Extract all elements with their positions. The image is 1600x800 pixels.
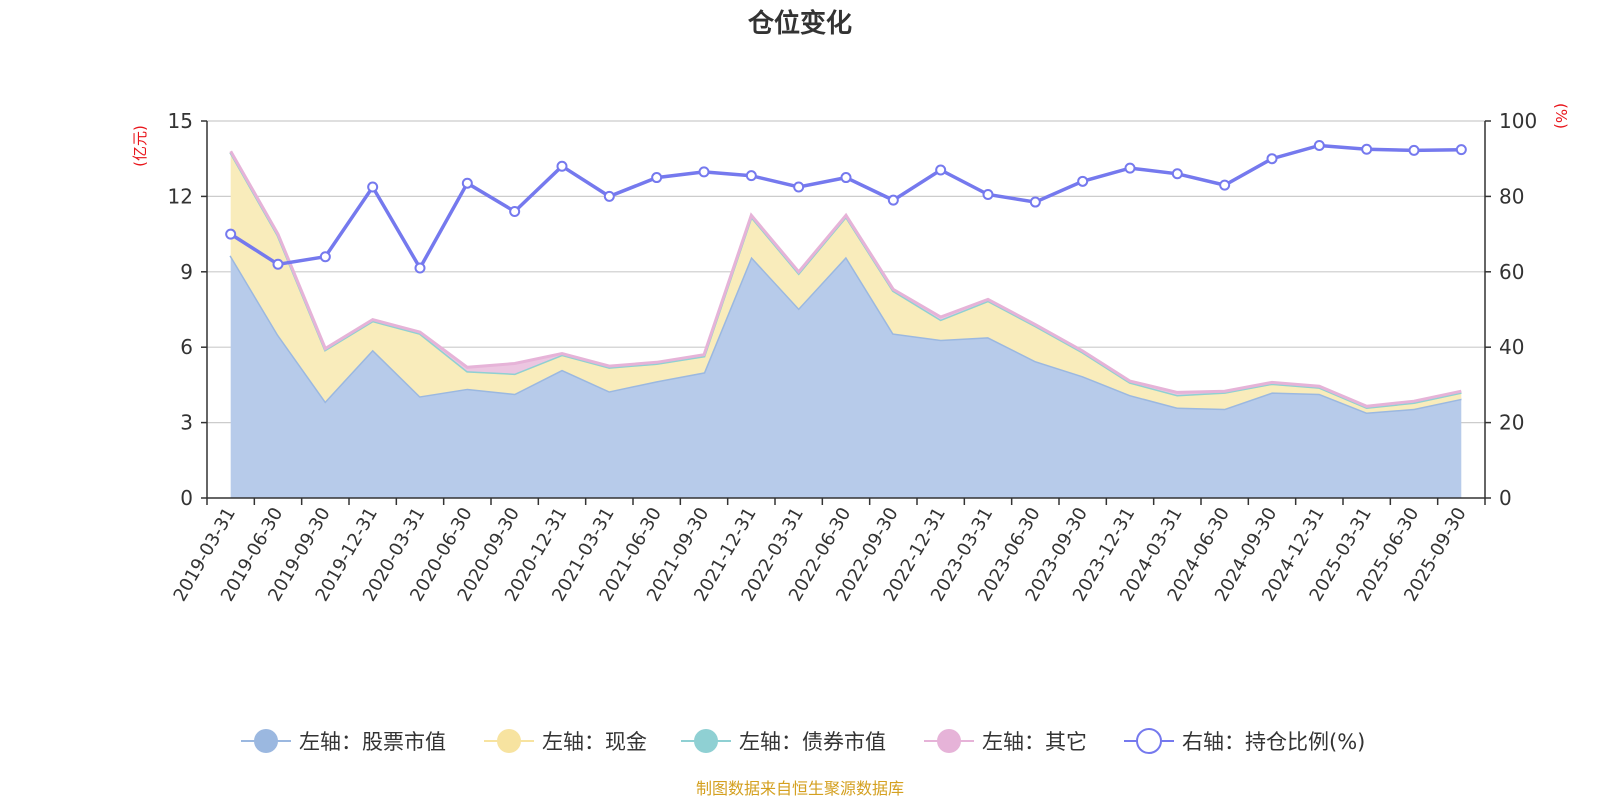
right-axis-tick-label: 100: [1499, 109, 1537, 133]
legend-label: 左轴：股票市值: [299, 730, 446, 754]
ratio-point: [1171, 168, 1183, 180]
ratio-point: [698, 166, 710, 178]
area-1: [230, 255, 1462, 498]
legend-label: 左轴：现金: [542, 730, 647, 754]
ratio-point: [1455, 144, 1467, 156]
left-axis-unit: (亿元): [131, 125, 149, 167]
left-axis-tick-label: 12: [168, 184, 193, 208]
legend-item: 左轴：现金: [484, 729, 647, 754]
right-axis-tick-label: 40: [1499, 335, 1524, 359]
left-axis-tick-label: 3: [180, 411, 193, 435]
legend-marker: [497, 729, 521, 753]
legend-item: 右轴：持仓比例(%): [1124, 728, 1365, 754]
legend-item: 左轴：其它: [924, 729, 1087, 754]
ratio-point: [1361, 143, 1373, 155]
left-axis-tick-label: 6: [180, 335, 193, 359]
ratio-point: [1266, 153, 1278, 165]
legend-label: 左轴：债券市值: [739, 730, 886, 754]
ratio-point: [840, 172, 852, 184]
legend-marker: [1136, 728, 1162, 754]
chart-title: 仓位变化: [747, 8, 852, 39]
left-axis-tick-label: 9: [180, 260, 193, 284]
ratio-line: [225, 140, 1467, 274]
ratio-point: [935, 164, 947, 176]
ratio-point: [367, 181, 379, 193]
right-axis-tick-label: 20: [1499, 411, 1524, 435]
ratio-point: [1029, 196, 1041, 208]
legend-marker: [694, 729, 718, 753]
ratio-point: [1124, 162, 1136, 174]
ratio-point: [1219, 179, 1231, 191]
right-axis-tick-label: 0: [1499, 486, 1512, 510]
left-axis-tick-label: 0: [180, 486, 193, 510]
legend-label: 右轴：持仓比例(%): [1182, 730, 1365, 754]
plot-areas: [229, 150, 1462, 498]
ratio-point: [225, 228, 237, 240]
ratio-point: [1313, 140, 1325, 152]
ratio-point: [603, 190, 615, 202]
right-axis-unit: (%): [1552, 103, 1570, 129]
ratio-point: [651, 172, 663, 184]
ratio-point: [793, 181, 805, 193]
right-axis-tick-label: 60: [1499, 260, 1524, 284]
area-line-4: [229, 150, 1462, 408]
legend-marker: [254, 729, 278, 753]
ratio-point: [319, 251, 331, 263]
legend-item: 左轴：股票市值: [241, 729, 446, 754]
ratio-point: [745, 170, 757, 182]
ratio-point: [1408, 144, 1420, 156]
ratio-point: [509, 205, 521, 217]
ratio-point: [461, 177, 473, 189]
right-axis-tick-label: 80: [1499, 184, 1524, 208]
legend-marker: [937, 729, 961, 753]
legend: 左轴：股票市值 左轴：现金 左轴：债券市值 左轴：其它 右轴：持仓比例(%): [241, 728, 1365, 754]
left-axis-tick-label: 15: [168, 109, 193, 133]
ratio-point: [1077, 175, 1089, 187]
ratio-point: [272, 258, 284, 270]
ratio-point: [556, 160, 568, 172]
ratio-point: [414, 262, 426, 274]
legend-label: 左轴：其它: [982, 730, 1087, 754]
ratio-point: [887, 194, 899, 206]
source-note: 制图数据来自恒生聚源数据库: [696, 779, 904, 798]
ratio-point: [982, 189, 994, 201]
legend-item: 左轴：债券市值: [681, 729, 886, 754]
